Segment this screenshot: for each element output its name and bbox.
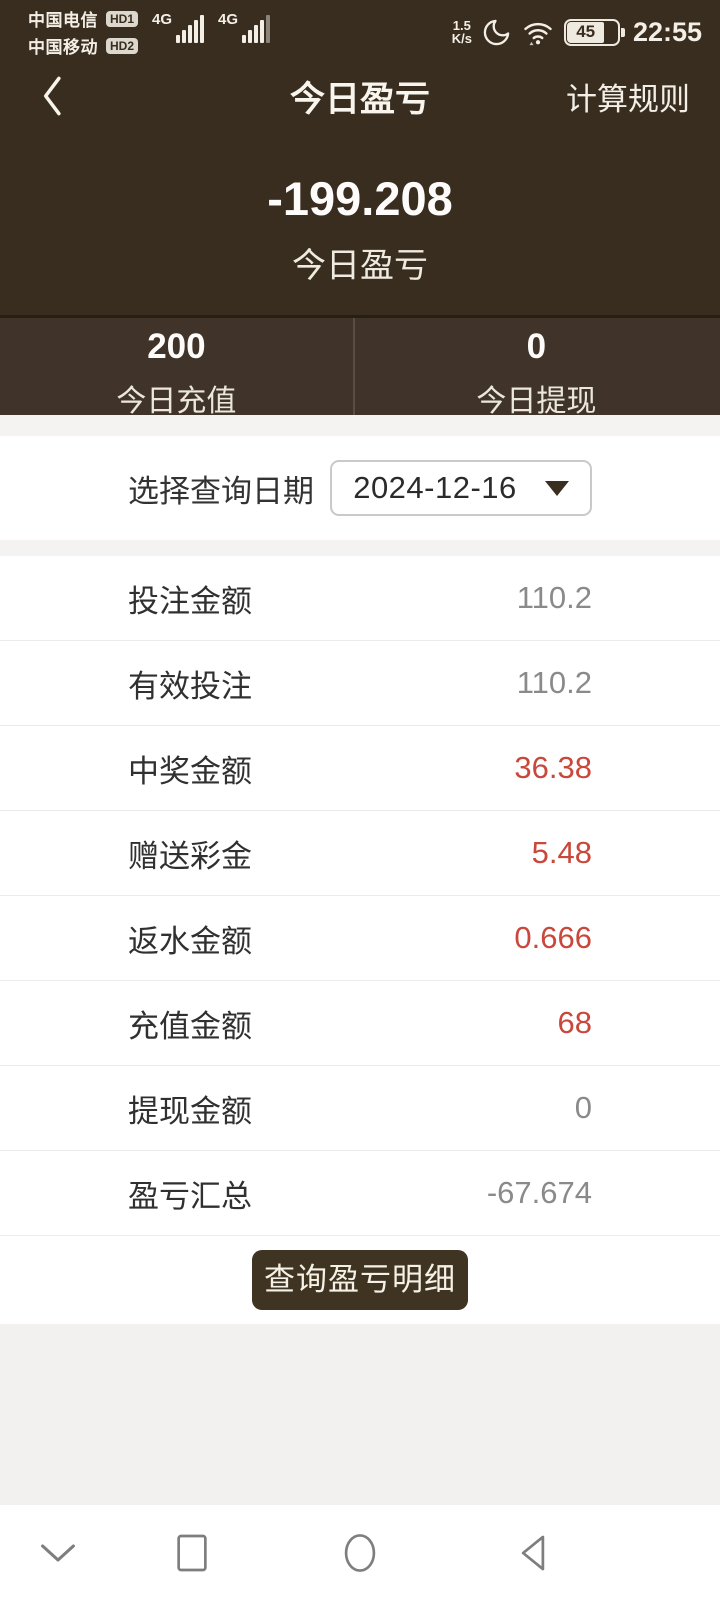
row-value: 110.2 [516,665,592,700]
carrier-line-2: 中国移动 HD2 [28,33,139,58]
battery-level: 45 [576,22,596,41]
back-button[interactable] [38,72,78,120]
calculation-rules-link[interactable]: 计算规则 [566,81,690,117]
network-speed-unit: K/s [451,31,472,46]
sim2-signal-group: 4G [218,9,271,55]
top-section: 中国电信 HD1 中国移动 HD2 4G 4G 1.5 K/s [0,0,720,315]
circle-icon [344,1533,376,1572]
stat-today-deposit: 200 今日充值 [0,318,353,418]
sim2-net-type: 4G [218,11,239,28]
status-time: 22:55 [632,16,702,47]
date-picker-value: 2024-12-16 [353,470,517,505]
chevron-left-icon [43,76,61,116]
today-profit-label: 今日盈亏 [292,247,428,285]
table-row: 盈亏汇总 -67.674 [0,1151,720,1236]
row-label: 有效投注 [128,668,252,704]
profit-summary: -199.208 今日盈亏 [0,172,720,287]
row-value: 110.2 [516,580,592,615]
signal-bars-icon [176,9,205,49]
carrier-block: 中国电信 HD1 中国移动 HD2 [28,6,139,58]
chevron-down-icon [41,1543,75,1562]
recents-button[interactable] [175,1532,209,1574]
moon-icon [481,17,512,48]
carrier1-name: 中国电信 [28,11,98,30]
date-picker-row: 选择查询日期 2024-12-16 [0,436,720,540]
status-bar: 中国电信 HD1 中国移动 HD2 4G 4G 1.5 K/s [0,0,720,58]
app-header: 今日盈亏 计算规则 [0,58,720,134]
sim1-signal-group: 4G [152,9,205,55]
table-row: 中奖金额 36.38 [0,726,720,811]
stat-today-withdraw: 0 今日提现 [353,318,720,418]
table-row: 提现金额 0 [0,1066,720,1151]
today-profit-amount: -199.208 [267,172,453,225]
square-icon [177,1534,207,1571]
row-value: -67.674 [486,1175,592,1210]
signal-bars-icon [242,9,271,49]
network-speed: 1.5 K/s [452,19,472,45]
triangle-left-icon [521,1535,545,1570]
caret-down-icon [544,480,569,496]
stat-label: 今日提现 [476,385,597,418]
row-label: 充值金额 [128,1008,252,1044]
system-nav-bar [0,1505,720,1600]
divider-strip [0,540,720,556]
home-button[interactable] [341,1530,379,1576]
row-label: 中奖金额 [128,753,252,789]
network-speed-value: 1.5 [452,18,471,33]
carrier2-name: 中国移动 [28,38,98,57]
row-value: 0.666 [514,920,592,955]
table-row: 有效投注 110.2 [0,641,720,726]
stat-label: 今日充值 [116,385,237,418]
status-right-cluster: 1.5 K/s [452,17,702,48]
date-picker-dropdown[interactable]: 2024-12-16 [330,460,592,516]
stats-vertical-divider [352,318,355,415]
row-label: 盈亏汇总 [128,1178,252,1214]
hide-navbar-button[interactable] [37,1540,79,1566]
table-row: 赠送彩金 5.48 [0,811,720,896]
table-row: 投注金额 110.2 [0,556,720,641]
sim1-net-type: 4G [152,11,173,28]
hd1-badge: HD1 [106,10,139,27]
row-label: 返水金额 [128,923,252,959]
row-label: 赠送彩金 [128,838,252,874]
row-label: 投注金额 [128,583,252,619]
detail-list: 投注金额 110.2 有效投注 110.2 中奖金额 36.38 赠送彩金 5.… [0,556,720,1236]
divider-strip [0,415,720,436]
table-row: 充值金额 68 [0,981,720,1066]
stat-value: 200 [147,327,206,366]
background-filler [0,1324,720,1505]
date-picker-label: 选择查询日期 [128,473,314,509]
row-value: 68 [557,1005,592,1040]
row-value: 36.38 [514,750,592,785]
android-back-button[interactable] [516,1532,550,1574]
wifi-icon [521,17,555,47]
table-row: 返水金额 0.666 [0,896,720,981]
stats-row: 200 今日充值 0 今日提现 [0,315,720,418]
row-label: 提现金额 [128,1093,252,1129]
query-profit-detail-button[interactable]: 查询盈亏明细 [252,1250,468,1310]
action-button-row: 查询盈亏明细 [0,1236,720,1324]
battery-icon: 45 [563,18,625,46]
carrier-line-1: 中国电信 HD1 [28,6,139,31]
page-title: 今日盈亏 [289,79,430,119]
row-value: 0 [574,1090,592,1125]
hd2-badge: HD2 [106,37,139,54]
row-value: 5.48 [531,835,592,870]
stat-value: 0 [526,327,547,366]
